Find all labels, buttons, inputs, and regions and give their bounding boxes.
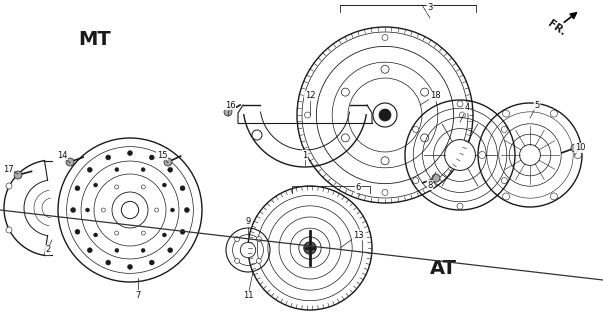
Circle shape bbox=[502, 110, 510, 117]
Circle shape bbox=[75, 229, 80, 234]
Circle shape bbox=[185, 207, 189, 212]
Circle shape bbox=[101, 208, 106, 212]
Circle shape bbox=[551, 110, 557, 117]
Circle shape bbox=[305, 112, 311, 118]
Circle shape bbox=[168, 167, 172, 172]
Circle shape bbox=[459, 112, 466, 118]
Circle shape bbox=[379, 109, 391, 121]
Circle shape bbox=[373, 103, 397, 127]
Circle shape bbox=[115, 168, 119, 172]
Circle shape bbox=[571, 144, 579, 152]
Circle shape bbox=[382, 189, 388, 196]
Text: 10: 10 bbox=[575, 143, 586, 153]
Text: AT: AT bbox=[430, 259, 457, 277]
Circle shape bbox=[502, 193, 510, 200]
Text: 14: 14 bbox=[57, 150, 68, 159]
Circle shape bbox=[127, 151, 133, 156]
Circle shape bbox=[141, 248, 145, 252]
Text: 18: 18 bbox=[430, 92, 440, 100]
Circle shape bbox=[66, 158, 74, 166]
Circle shape bbox=[256, 236, 261, 242]
Circle shape bbox=[115, 185, 119, 189]
Text: 13: 13 bbox=[353, 230, 364, 239]
Text: 2: 2 bbox=[45, 245, 51, 254]
Circle shape bbox=[520, 145, 540, 165]
Circle shape bbox=[141, 185, 145, 189]
Circle shape bbox=[412, 126, 418, 132]
Text: 1: 1 bbox=[302, 150, 308, 159]
Circle shape bbox=[154, 208, 159, 212]
Text: 9: 9 bbox=[245, 218, 251, 227]
Circle shape bbox=[381, 65, 389, 73]
Circle shape bbox=[381, 157, 389, 165]
Circle shape bbox=[224, 108, 232, 116]
Circle shape bbox=[121, 201, 139, 219]
Circle shape bbox=[180, 186, 185, 191]
Circle shape bbox=[14, 171, 22, 179]
Circle shape bbox=[180, 229, 185, 234]
Circle shape bbox=[252, 130, 262, 140]
Circle shape bbox=[141, 168, 145, 172]
Circle shape bbox=[106, 155, 111, 160]
Text: 12: 12 bbox=[305, 92, 315, 100]
Circle shape bbox=[168, 248, 172, 253]
Circle shape bbox=[93, 233, 98, 237]
Circle shape bbox=[86, 208, 89, 212]
Circle shape bbox=[127, 264, 133, 269]
Circle shape bbox=[501, 126, 507, 132]
Circle shape bbox=[457, 203, 463, 209]
Text: 6: 6 bbox=[355, 183, 361, 193]
Circle shape bbox=[341, 88, 349, 96]
Text: 4: 4 bbox=[464, 103, 470, 113]
Circle shape bbox=[551, 193, 557, 200]
Text: 5: 5 bbox=[534, 100, 540, 109]
Text: 7: 7 bbox=[135, 291, 140, 300]
Circle shape bbox=[432, 174, 440, 182]
Text: 3: 3 bbox=[428, 4, 433, 12]
Circle shape bbox=[574, 151, 581, 158]
Text: 8: 8 bbox=[428, 180, 433, 189]
Circle shape bbox=[241, 242, 256, 258]
Circle shape bbox=[412, 178, 418, 184]
Circle shape bbox=[235, 258, 239, 263]
Circle shape bbox=[115, 248, 119, 252]
Circle shape bbox=[150, 155, 154, 160]
Circle shape bbox=[6, 183, 12, 189]
Circle shape bbox=[6, 227, 12, 233]
Circle shape bbox=[150, 260, 154, 265]
Circle shape bbox=[382, 35, 388, 41]
Circle shape bbox=[106, 260, 111, 265]
Circle shape bbox=[115, 231, 119, 235]
Circle shape bbox=[256, 258, 261, 263]
Circle shape bbox=[235, 236, 239, 242]
Circle shape bbox=[87, 167, 92, 172]
Circle shape bbox=[444, 140, 475, 170]
Circle shape bbox=[164, 158, 172, 166]
Circle shape bbox=[162, 183, 166, 187]
Circle shape bbox=[457, 101, 463, 107]
Circle shape bbox=[87, 248, 92, 253]
Text: 11: 11 bbox=[243, 292, 253, 300]
Circle shape bbox=[75, 186, 80, 191]
Circle shape bbox=[141, 231, 145, 235]
Circle shape bbox=[171, 208, 174, 212]
Text: MT: MT bbox=[78, 30, 112, 49]
Circle shape bbox=[93, 183, 98, 187]
Circle shape bbox=[304, 242, 316, 254]
Circle shape bbox=[71, 207, 75, 212]
Text: 16: 16 bbox=[225, 100, 235, 109]
Circle shape bbox=[421, 88, 429, 96]
Circle shape bbox=[501, 178, 507, 184]
Circle shape bbox=[421, 134, 429, 142]
Circle shape bbox=[162, 233, 166, 237]
Circle shape bbox=[341, 134, 349, 142]
Text: 17: 17 bbox=[2, 165, 13, 174]
Circle shape bbox=[479, 151, 485, 158]
Text: 15: 15 bbox=[157, 150, 167, 159]
Text: FR.: FR. bbox=[546, 18, 568, 38]
